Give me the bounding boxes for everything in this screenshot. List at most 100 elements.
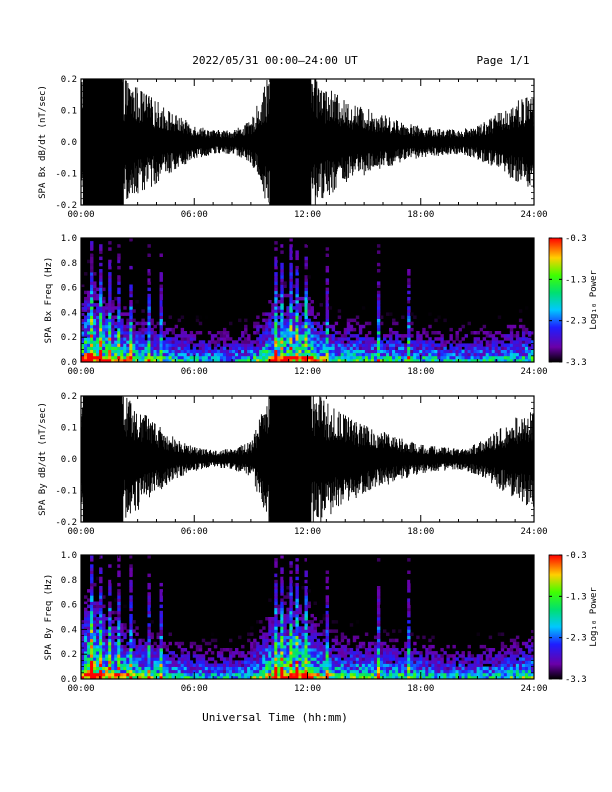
spectrogram-cell xyxy=(455,343,459,347)
spectrogram-cell xyxy=(304,635,308,640)
spectrogram-cell xyxy=(376,355,381,360)
spectrogram-cell xyxy=(180,352,185,357)
spectrogram-cell xyxy=(280,340,284,344)
spectrogram-cell xyxy=(334,663,339,667)
spectrogram-cell xyxy=(165,331,169,335)
spectrogram-cell xyxy=(90,620,94,624)
spectrogram-cell xyxy=(256,660,260,664)
spectrogram-cell xyxy=(419,346,423,350)
spectrogram-cell xyxy=(473,346,478,350)
spectrogram-cell xyxy=(283,331,287,335)
spectrogram-cell xyxy=(129,343,133,347)
spectrogram-cell xyxy=(159,296,163,301)
spectrogram-cell xyxy=(253,644,257,649)
spectrogram-cell xyxy=(153,660,157,664)
spectrogram-cell xyxy=(213,617,218,621)
spectrogram-cell xyxy=(247,337,251,341)
spectrogram-cell xyxy=(265,644,269,649)
spectrogram-cell xyxy=(213,570,218,574)
spectrogram-cell xyxy=(292,623,296,627)
spectrogram-cell xyxy=(90,672,94,677)
spectrogram-cell xyxy=(422,669,426,674)
spectrogram-cell xyxy=(343,244,348,248)
spectrogram-cell xyxy=(307,660,311,664)
spectrogram-cell xyxy=(431,595,435,599)
spectrogram-cell xyxy=(274,592,278,596)
spectrogram-cell xyxy=(331,666,336,671)
spectrogram-cell xyxy=(96,287,100,292)
spectrogram-cell xyxy=(235,648,239,652)
spectrogram-cell xyxy=(156,666,160,671)
spectrogram-cell xyxy=(307,657,311,661)
spectrogram-cell xyxy=(506,346,511,350)
spectrogram-cell xyxy=(144,349,148,354)
spectrogram-cell xyxy=(147,610,151,615)
spectrogram-cell xyxy=(150,343,154,347)
spectrogram-cell xyxy=(132,555,136,559)
spectrogram-cell xyxy=(250,561,254,565)
spectrogram-cell xyxy=(271,331,275,335)
spectrogram-cell xyxy=(108,290,112,295)
spectrogram-cell xyxy=(370,669,375,674)
spectrogram-cell xyxy=(174,675,179,680)
spectrogram-cell xyxy=(123,663,127,667)
spectrogram-cell xyxy=(241,358,245,363)
spectrogram-cell xyxy=(102,632,106,636)
spectrogram-cell xyxy=(241,644,245,649)
spectrogram-cell xyxy=(96,644,100,649)
spectrogram-cell xyxy=(361,340,366,344)
spectrogram-cell xyxy=(241,672,245,677)
spectrogram-cell xyxy=(144,281,148,285)
y-tick-label: 0.2 xyxy=(61,392,77,402)
spectrogram-cell xyxy=(467,262,471,267)
spectrogram-cell xyxy=(301,617,305,621)
spectrogram-cell xyxy=(216,331,221,335)
spectrogram-cell xyxy=(93,312,97,316)
spectrogram-cell xyxy=(135,660,139,664)
spectrogram-cell xyxy=(497,660,502,664)
spectrogram-cell xyxy=(111,672,115,677)
spectrogram-cell xyxy=(298,561,302,565)
spectrogram-cell xyxy=(337,617,342,621)
spectrogram-cell xyxy=(159,349,163,354)
spectrogram-cell xyxy=(189,672,194,677)
spectrogram-cell xyxy=(90,278,94,282)
spectrogram-cell xyxy=(108,337,112,341)
spectrogram-cell xyxy=(482,644,487,649)
spectrogram-cell xyxy=(189,355,194,360)
spectrogram-cell xyxy=(325,303,330,307)
spectrogram-cell xyxy=(322,343,327,347)
spectrogram-cell xyxy=(515,349,520,354)
spectrogram-cell xyxy=(331,343,336,347)
spectrogram-cell xyxy=(316,663,320,667)
spectrogram-cell xyxy=(108,352,112,357)
spectrogram-cell xyxy=(289,256,293,261)
spectrogram-cell xyxy=(280,343,284,347)
spectrogram-cell xyxy=(271,321,275,326)
spectrogram-cell xyxy=(183,290,188,295)
spectrogram-cell xyxy=(446,352,450,357)
spectrogram-cell xyxy=(376,641,381,646)
spectrogram-cell xyxy=(364,343,369,347)
spectrogram-cell xyxy=(358,660,363,664)
spectrogram-cell xyxy=(370,660,375,664)
spectrogram-cell xyxy=(407,281,411,285)
spectrogram-cell xyxy=(117,259,121,264)
spectrogram-cell xyxy=(349,669,354,674)
spectrogram-cell xyxy=(117,321,121,326)
spectrogram-cell xyxy=(210,651,215,655)
spectrogram-cell xyxy=(283,666,287,671)
spectrogram-cell xyxy=(410,675,414,680)
spectrogram-cell xyxy=(509,346,514,350)
spectrogram-cell xyxy=(159,358,163,363)
spectrogram-cell xyxy=(340,349,345,354)
spectrogram-cell xyxy=(322,651,327,655)
spectrogram-cell xyxy=(352,349,357,354)
spectrogram-cell xyxy=(286,337,290,341)
spectrogram-cell xyxy=(352,355,357,360)
spectrogram-cell xyxy=(99,663,103,667)
spectrogram-cell xyxy=(259,648,263,652)
spectrogram-cell xyxy=(216,340,221,344)
spectrogram-cell xyxy=(367,641,372,646)
spectrogram-cell xyxy=(431,660,435,664)
